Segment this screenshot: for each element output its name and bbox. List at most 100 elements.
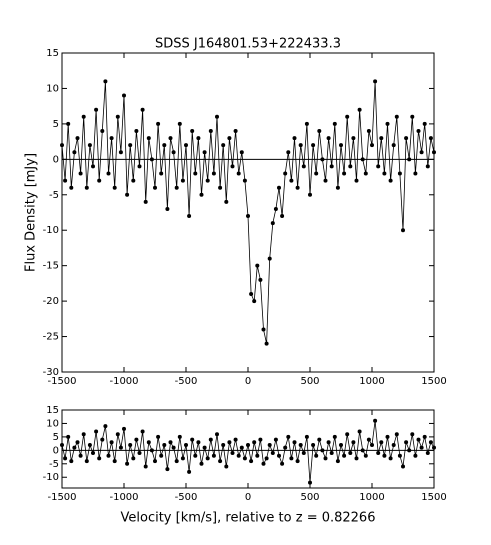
data-point — [115, 114, 120, 119]
data-point — [373, 79, 378, 84]
data-point — [215, 114, 219, 119]
data-point — [211, 171, 216, 176]
data-point — [432, 150, 436, 155]
data-point — [242, 178, 247, 183]
data-point — [224, 199, 229, 204]
data-point — [87, 442, 92, 447]
data-point — [280, 461, 285, 466]
data-point — [320, 157, 325, 162]
data-point — [177, 434, 182, 439]
data-point — [401, 228, 405, 233]
data-point — [422, 121, 427, 126]
data-point — [394, 432, 399, 437]
x-tick-label: 1000 — [359, 376, 384, 387]
data-point — [227, 440, 232, 445]
data-point — [270, 221, 275, 226]
data-point — [323, 178, 328, 183]
data-point — [289, 178, 294, 183]
data-point — [391, 143, 396, 148]
data-point — [196, 440, 201, 445]
data-point — [84, 459, 89, 464]
data-point — [382, 453, 387, 458]
data-point — [187, 214, 192, 219]
data-point — [351, 440, 356, 445]
data-point — [131, 178, 136, 183]
data-point — [295, 459, 300, 464]
data-point — [140, 107, 145, 112]
data-point — [385, 121, 390, 126]
data-point — [118, 150, 123, 155]
data-point — [230, 451, 235, 456]
data-point — [376, 164, 381, 169]
data-point — [218, 459, 223, 464]
data-point — [146, 440, 151, 445]
data-point — [363, 453, 368, 458]
data-point — [168, 440, 173, 445]
data-point — [295, 185, 300, 190]
data-point — [292, 440, 297, 445]
data-point — [428, 440, 433, 445]
x-tick-label: 500 — [300, 376, 319, 387]
data-point — [339, 442, 343, 447]
data-point — [360, 448, 365, 453]
data-point — [196, 136, 201, 141]
data-point — [252, 299, 257, 304]
y-tick-label: -25 — [43, 332, 59, 343]
data-point — [63, 456, 68, 461]
data-point — [230, 164, 235, 169]
x-tick-label: 0 — [245, 376, 251, 387]
data-point — [215, 432, 219, 437]
data-point — [168, 136, 173, 141]
data-point — [329, 451, 334, 456]
data-point — [388, 178, 393, 183]
data-point — [78, 453, 83, 458]
data-point — [425, 451, 430, 456]
data-point — [143, 199, 148, 204]
data-point — [249, 459, 254, 464]
data-point — [140, 429, 145, 434]
x-tick-label: 500 — [300, 492, 319, 503]
data-point — [233, 437, 238, 442]
y-tick-label: 0 — [53, 445, 59, 456]
data-point — [87, 143, 92, 148]
data-point — [289, 456, 294, 461]
y-tick-label: -20 — [43, 296, 59, 307]
data-point — [363, 171, 368, 176]
data-line — [61, 81, 435, 344]
data-point — [60, 442, 64, 447]
data-point — [308, 480, 312, 485]
data-point — [252, 440, 257, 445]
data-point — [410, 432, 415, 437]
y-tick-label: -10 — [43, 225, 59, 236]
data-point — [286, 434, 291, 439]
data-point — [404, 440, 409, 445]
data-point — [66, 434, 71, 439]
x-tick-label: 0 — [245, 492, 251, 503]
data-point — [342, 453, 347, 458]
data-point — [187, 469, 192, 474]
data-point — [159, 171, 164, 176]
data-point — [94, 107, 99, 112]
data-point — [370, 143, 374, 148]
data-point — [413, 453, 418, 458]
data-point — [165, 206, 170, 211]
x-tick-label: -500 — [175, 492, 198, 503]
data-point — [283, 171, 288, 176]
data-point — [292, 136, 297, 141]
y-tick-label: 5 — [53, 119, 59, 130]
data-point — [258, 437, 263, 442]
data-point — [404, 136, 409, 141]
data-point — [345, 432, 350, 437]
data-point — [112, 185, 117, 190]
data-point — [413, 171, 418, 176]
data-point — [180, 178, 185, 183]
data-point — [416, 128, 421, 133]
data-point — [115, 432, 120, 437]
data-point — [69, 459, 74, 464]
data-point — [286, 150, 291, 155]
data-point — [221, 442, 226, 447]
data-point — [81, 432, 86, 437]
y-tick-label: -5 — [49, 190, 59, 201]
data-point — [180, 456, 185, 461]
data-point — [106, 453, 111, 458]
